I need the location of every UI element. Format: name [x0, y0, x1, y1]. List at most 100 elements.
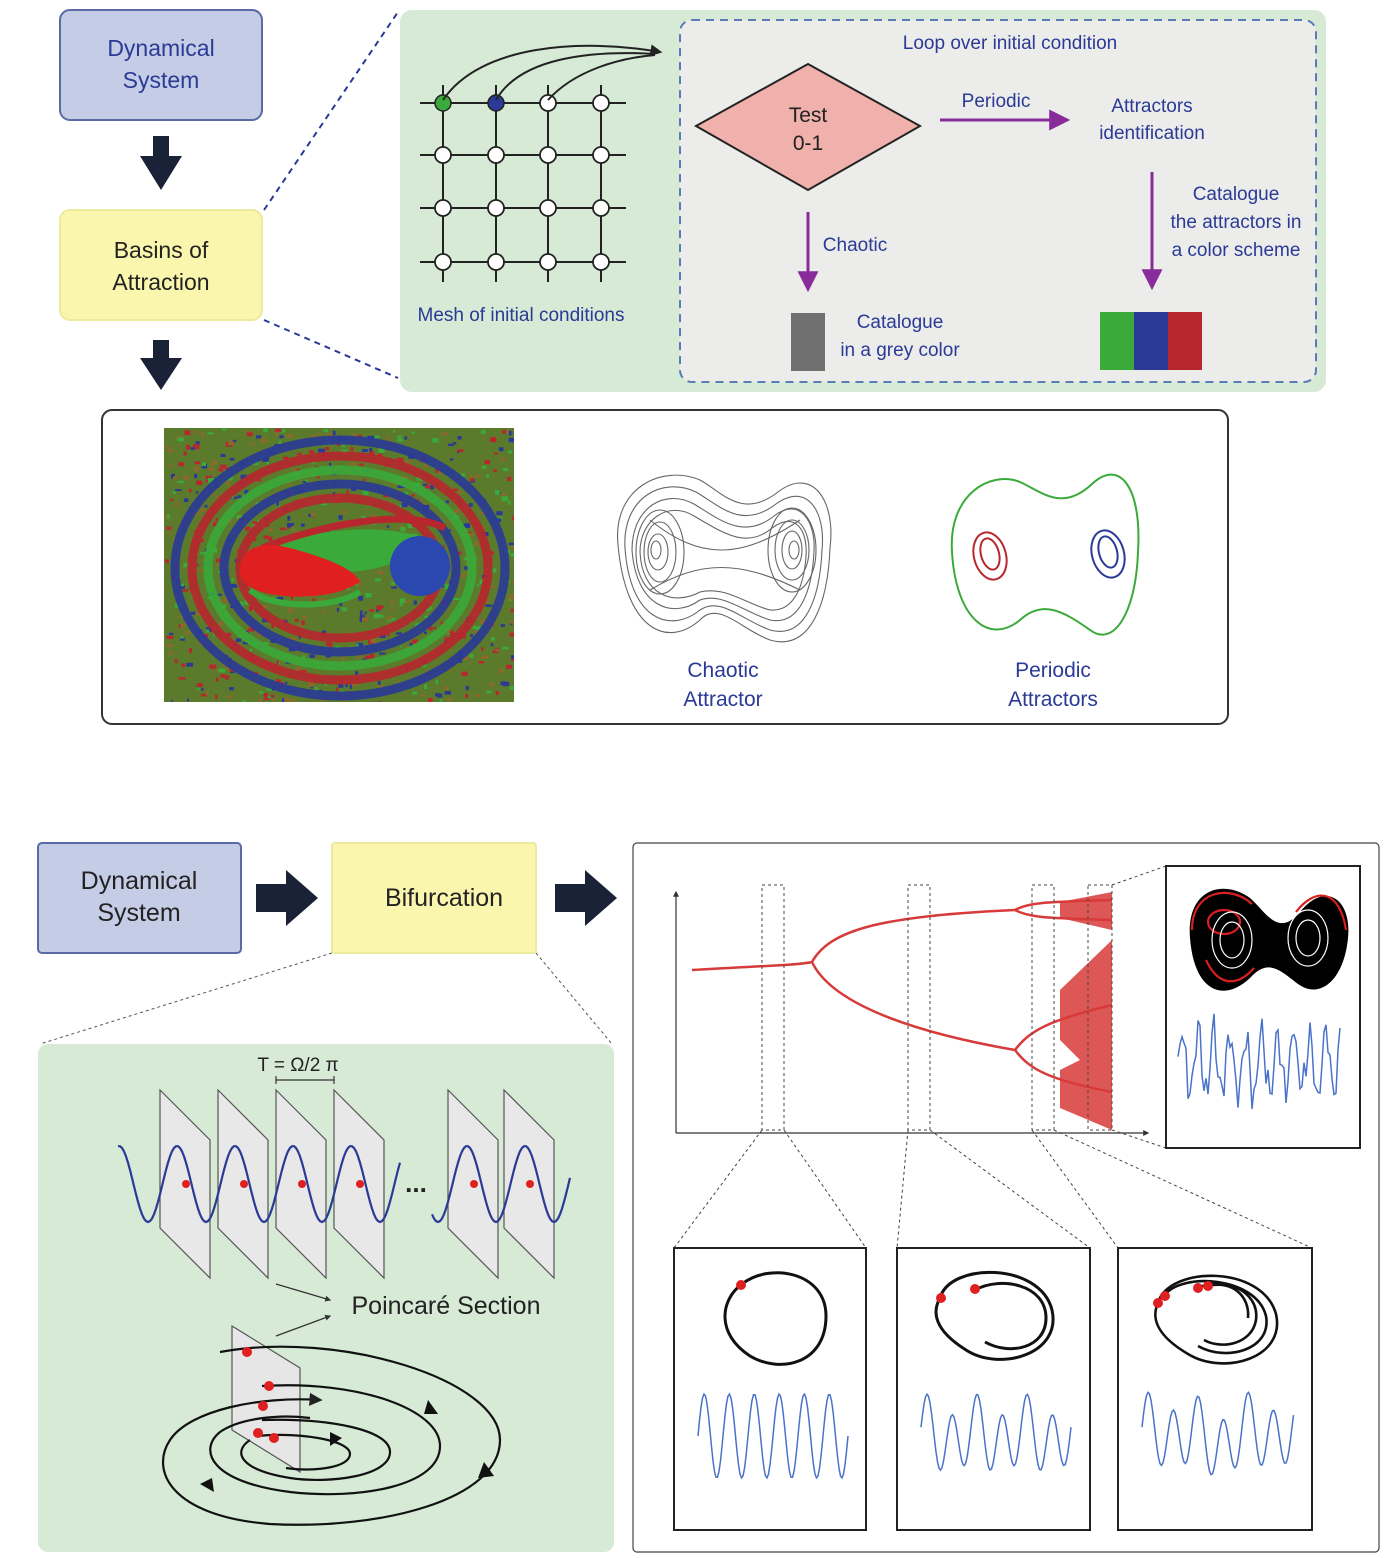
basin-speck	[180, 638, 185, 641]
basin-speck	[374, 435, 380, 438]
basin-speck	[441, 432, 448, 436]
basin-speck	[421, 694, 426, 697]
attractors-id-label-2: identification	[1099, 123, 1205, 144]
basin-speck	[350, 462, 357, 466]
basin-speck	[324, 682, 327, 686]
basin-speck	[478, 661, 485, 664]
basin-speck	[437, 693, 443, 698]
basin-speck	[423, 631, 427, 634]
basin-speck	[244, 430, 250, 433]
basin-speck	[469, 478, 475, 482]
basin-speck	[178, 677, 186, 680]
basin-speck	[457, 436, 462, 440]
basin-speck	[495, 691, 499, 695]
basin-speck	[404, 491, 409, 496]
section-point	[526, 1180, 534, 1188]
basin-speck	[370, 638, 376, 643]
basin-speck	[474, 541, 479, 546]
basin-speck	[242, 699, 246, 702]
basin-speck	[359, 615, 365, 619]
basin-speck	[175, 489, 182, 492]
basin-speck	[511, 655, 514, 660]
basin-speck	[167, 448, 174, 453]
basin-speck	[377, 570, 384, 575]
basin-speck	[409, 642, 413, 648]
basin-speck	[302, 481, 307, 484]
dynamical-system-label-1: Dynamical	[107, 35, 214, 61]
basin-speck	[479, 579, 484, 585]
basin-speck	[227, 519, 233, 524]
basin-speck	[369, 451, 375, 457]
bifurcation-label: Bifurcation	[385, 884, 503, 912]
basin-speck	[168, 532, 172, 536]
basin-speck	[405, 459, 412, 464]
chaotic-attractor-plot	[617, 474, 832, 643]
basin-speck	[252, 461, 259, 466]
basin-speck	[248, 442, 255, 445]
chaotic-attractor-label-1: Chaotic	[687, 659, 758, 682]
basin-speck	[494, 452, 498, 455]
basin-speck	[474, 694, 481, 697]
basin-speck	[396, 632, 402, 635]
basin-speck	[225, 675, 230, 680]
basin-speck	[266, 688, 272, 691]
basin-speck	[390, 599, 395, 604]
basin-speck	[465, 693, 468, 699]
basin-speck	[201, 687, 204, 691]
mesh-of-initial-conditions: Mesh of initial conditions	[418, 44, 663, 326]
basin-speck	[289, 699, 295, 702]
dynamical-system-label-2: System	[97, 899, 180, 927]
basin-speck	[490, 586, 496, 588]
basin-speck	[278, 679, 281, 683]
test-label-2: 0-1	[793, 132, 823, 155]
basin-speck	[399, 598, 406, 603]
basin-speck	[362, 490, 367, 495]
basin-speck	[508, 450, 512, 454]
basin-speck	[220, 464, 227, 469]
basin-speck	[437, 471, 442, 475]
basin-speck	[309, 654, 315, 658]
periodic-label: Periodic	[962, 91, 1031, 112]
basin-speck	[463, 572, 469, 576]
basin-speck	[181, 663, 185, 668]
basin-speck	[268, 696, 273, 699]
basin-speck	[347, 587, 350, 591]
basin-speck	[378, 448, 385, 453]
basin-speck	[193, 430, 198, 434]
basin-speck	[242, 641, 249, 645]
basin-speck	[180, 625, 184, 630]
basin-speck	[511, 545, 514, 549]
basin-speck	[178, 462, 184, 467]
basin-speck	[201, 693, 207, 697]
dynamical-system-label-1: Dynamical	[81, 867, 198, 895]
basin-speck	[168, 651, 174, 655]
basin-speck	[341, 445, 346, 448]
basin-speck	[171, 473, 175, 479]
catalogue-colors-label-2: the attractors in	[1171, 212, 1302, 233]
catalogue-grey-label-2: in a grey color	[840, 340, 960, 361]
basin-speck	[174, 502, 179, 507]
basin-speck	[390, 606, 393, 611]
basin-speck	[510, 620, 514, 624]
pointer-arrow	[275, 1283, 332, 1302]
section-point	[470, 1180, 478, 1188]
basin-speck	[285, 620, 288, 623]
basin-speck	[510, 608, 514, 613]
basin-speck	[173, 476, 178, 479]
basin-speck	[196, 683, 203, 688]
basin-speck	[180, 623, 187, 626]
basin-speck	[346, 489, 349, 494]
basin-speck	[435, 468, 439, 473]
basin-speck	[215, 677, 219, 682]
top-workflow: Dynamical System Basins of Attraction	[59, 9, 1326, 725]
basin-speck	[376, 701, 382, 702]
green-node	[434, 94, 452, 112]
basin-speck	[263, 697, 271, 701]
basin-speck	[480, 511, 486, 515]
basin-speck	[453, 598, 460, 601]
periodic-attractors-plot	[950, 473, 1140, 636]
basin-speck	[507, 476, 512, 482]
basin-speck	[468, 503, 473, 507]
basin-speck	[444, 584, 451, 590]
basin-speck	[493, 469, 497, 472]
